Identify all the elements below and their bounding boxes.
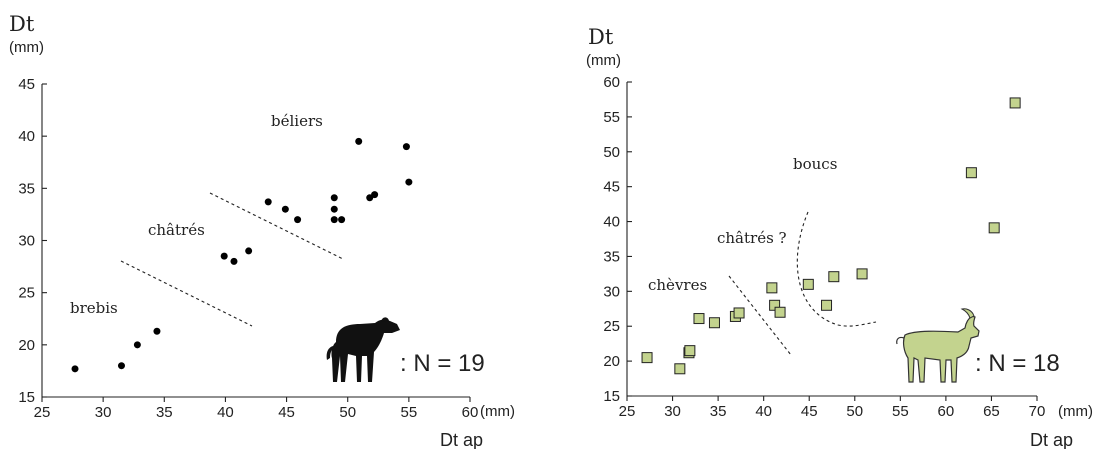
x-ticks: 25 30 35 40 45 50 55 60 [34, 397, 479, 421]
data-point [965, 167, 977, 179]
data-point [802, 278, 814, 290]
x-axis-label: Dt ap [1030, 430, 1073, 449]
data-point [264, 198, 272, 206]
y-tick-label: 45 [603, 179, 620, 196]
x-tick-label: 60 [462, 404, 479, 421]
annotation-chevres: chèvres [648, 276, 707, 294]
x-tick-label: 40 [755, 403, 772, 420]
x-tick-label: 60 [938, 403, 955, 420]
separator-chatres-beliers [209, 192, 344, 260]
n-count-label: : N = 18 [975, 350, 1060, 377]
data-point [133, 341, 141, 349]
data-point [220, 252, 228, 260]
x-tick-label: 30 [664, 403, 681, 420]
y-axis-unit: (mm) [586, 52, 621, 69]
annotation-chatres: châtrés [148, 221, 205, 239]
data-point [828, 271, 840, 283]
separator-chevres-chatres [728, 275, 792, 356]
data-point [281, 205, 289, 213]
data-points [641, 97, 1021, 375]
x-tick-label: 55 [401, 404, 418, 421]
y-tick-label: 30 [18, 233, 35, 250]
x-axis-label: Dt ap [440, 430, 483, 449]
data-point [821, 299, 833, 311]
data-point [230, 257, 238, 265]
x-ticks: 25 30 35 40 45 50 55 60 65 70 [619, 396, 1046, 420]
y-tick-label: 25 [603, 318, 620, 335]
y-axis-label: Dt [588, 25, 614, 49]
data-point [338, 216, 346, 224]
annotation-chatres: châtrés ? [717, 229, 787, 247]
y-tick-label: 15 [18, 389, 35, 406]
data-point [371, 191, 379, 199]
data-point [405, 178, 413, 186]
y-axis-label: Dt [9, 12, 35, 36]
n-count-label: : N = 19 [400, 350, 485, 377]
y-tick-label: 20 [18, 337, 35, 354]
data-point [733, 307, 745, 319]
data-point [355, 137, 363, 145]
y-ticks: 15 20 25 30 35 40 45 [18, 76, 47, 406]
data-point [330, 194, 338, 202]
data-point [153, 327, 161, 335]
y-tick-label: 55 [603, 109, 620, 126]
y-tick-label: 50 [603, 144, 620, 161]
y-tick-label: 20 [603, 353, 620, 370]
y-axis-unit: (mm) [9, 39, 44, 56]
data-point [856, 268, 868, 280]
separator-brebis-chatres [120, 260, 253, 327]
data-point [402, 143, 410, 151]
data-point [245, 247, 253, 255]
data-point [1009, 97, 1021, 109]
y-tick-label: 35 [603, 248, 620, 265]
x-tick-label: 65 [983, 403, 1000, 420]
y-tick-label: 40 [603, 214, 620, 231]
y-tick-label: 35 [18, 180, 35, 197]
y-tick-label: 30 [603, 283, 620, 300]
data-point [684, 345, 696, 357]
x-tick-label: 50 [846, 403, 863, 420]
x-tick-label: 45 [278, 404, 295, 421]
chart-goat: Dt (mm) 15 20 25 30 35 40 45 50 55 60 25 30 35 40 45 5… [586, 25, 1093, 449]
x-axis-unit: (mm) [1058, 403, 1093, 420]
x-tick-label: 30 [95, 404, 112, 421]
y-ticks: 15 20 25 30 35 40 45 50 55 60 [603, 74, 632, 405]
x-tick-label: 25 [619, 403, 636, 420]
y-tick-label: 60 [603, 74, 620, 91]
data-point [71, 365, 79, 373]
y-tick-label: 25 [18, 285, 35, 302]
data-point [117, 362, 125, 370]
annotation-brebis: brebis [70, 299, 118, 317]
data-point [330, 216, 338, 224]
x-axis-unit: (mm) [480, 403, 515, 420]
annotation-boucs: boucs [793, 155, 837, 173]
x-tick-label: 25 [34, 404, 51, 421]
data-point [294, 216, 302, 224]
data-point [988, 222, 1000, 234]
data-point [708, 317, 720, 329]
goat-icon [896, 308, 980, 383]
y-tick-label: 15 [603, 388, 620, 405]
data-points [71, 137, 413, 373]
data-point [766, 282, 778, 294]
x-tick-label: 55 [892, 403, 909, 420]
x-tick-label: 70 [1029, 403, 1046, 420]
separator-chatres-boucs [796, 211, 877, 327]
data-point [693, 313, 705, 325]
y-tick-label: 45 [18, 76, 35, 93]
data-point [641, 352, 653, 364]
annotation-beliers: béliers [271, 112, 323, 130]
x-tick-label: 45 [801, 403, 818, 420]
data-point [330, 205, 338, 213]
x-tick-label: 35 [156, 404, 173, 421]
sheep-icon [326, 317, 400, 382]
y-tick-label: 40 [18, 128, 35, 145]
data-point [674, 363, 686, 375]
x-tick-label: 50 [339, 404, 356, 421]
data-point [774, 306, 786, 318]
x-tick-label: 35 [710, 403, 727, 420]
x-tick-label: 40 [217, 404, 234, 421]
